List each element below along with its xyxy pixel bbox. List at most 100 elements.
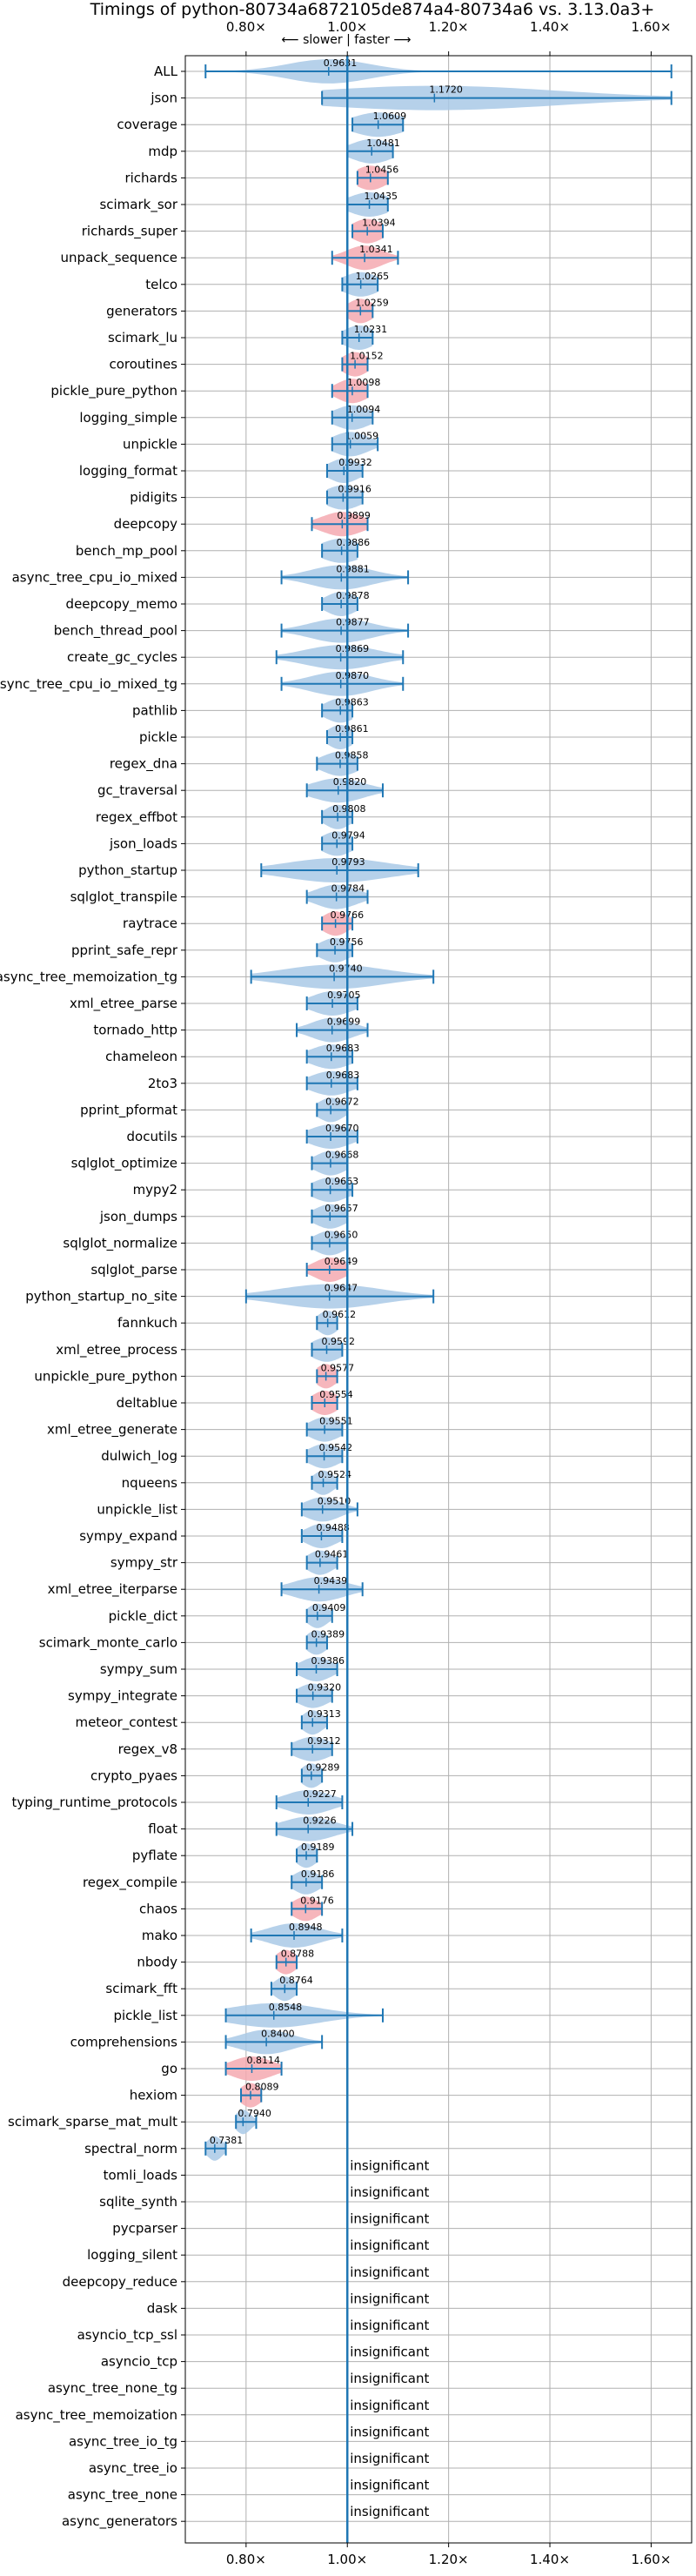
value-label: 1.0456 xyxy=(365,164,399,175)
benchmark-label: ALL xyxy=(154,64,178,79)
value-label: 0.9386 xyxy=(311,1655,345,1667)
value-label: 1.0231 xyxy=(354,324,388,335)
benchmark-label: bench_mp_pool xyxy=(76,543,177,560)
value-label: 1.0394 xyxy=(362,218,396,229)
value-label: 0.9313 xyxy=(307,1708,341,1720)
value-label: 0.9863 xyxy=(335,696,369,708)
value-label: 0.9312 xyxy=(307,1735,341,1747)
benchmark-label: raytrace xyxy=(123,916,177,931)
benchmark-label: async_tree_none xyxy=(68,2487,177,2504)
value-label: 0.8764 xyxy=(279,1975,313,1986)
benchmark-label: regex_effbot xyxy=(96,809,177,826)
benchmark-label: async_tree_io xyxy=(89,2460,177,2477)
value-label: 0.8089 xyxy=(245,2082,279,2093)
benchmark-label: meteor_contest xyxy=(75,1714,177,1731)
value-label: 0.8548 xyxy=(269,2002,303,2013)
benchmark-label: xml_etree_iterparse xyxy=(48,1581,177,1598)
benchmark-label: async_tree_cpu_io_mixed_tg xyxy=(0,676,177,693)
value-label: 0.9577 xyxy=(321,1362,355,1373)
benchmark-label: scimark_sparse_mat_mult xyxy=(8,2114,177,2130)
benchmark-label: hexiom xyxy=(130,2088,177,2103)
benchmark-label: pickle_dict xyxy=(109,1608,177,1625)
chart-title: Timings of python-80734a6872105de874a4-8… xyxy=(90,0,655,19)
benchmark-label: pyflate xyxy=(132,1848,177,1863)
benchmark-label: logging_format xyxy=(79,463,177,480)
value-label: 1.0265 xyxy=(356,271,390,282)
benchmark-label: scimark_sor xyxy=(99,197,177,213)
value-label: 0.9668 xyxy=(325,1150,359,1161)
value-label: 0.8788 xyxy=(281,1949,315,1960)
x-tick-label-bottom: 1.20× xyxy=(429,2552,469,2567)
benchmark-label: coroutines xyxy=(109,357,177,372)
x-tick-label-top: 0.80× xyxy=(226,19,266,35)
benchmark-label: regex_v8 xyxy=(118,1741,177,1758)
benchmark-label: mypy2 xyxy=(133,1182,177,1197)
benchmark-label: async_tree_memoization xyxy=(16,2407,177,2424)
value-label: 0.9740 xyxy=(329,963,363,974)
value-label: 1.0609 xyxy=(373,111,407,122)
value-label: 0.9663 xyxy=(325,1176,359,1187)
value-label: 0.9524 xyxy=(318,1469,352,1480)
benchmark-label: go xyxy=(161,2061,177,2076)
insignificant-label: insignificant xyxy=(350,2211,429,2227)
insignificant-label: insignificant xyxy=(350,2184,429,2200)
value-label: 1.0435 xyxy=(365,191,398,202)
benchmark-label: asyncio_tcp_ssl xyxy=(77,2327,177,2344)
benchmark-label: nbody xyxy=(137,1955,177,1970)
benchmark-label: deepcopy xyxy=(114,516,177,532)
benchmark-label: 2to3 xyxy=(148,1076,177,1091)
benchmark-label: chameleon xyxy=(105,1049,177,1064)
value-label: 1.0094 xyxy=(347,404,381,415)
value-label: 0.9461 xyxy=(315,1549,349,1560)
benchmark-label: tomli_loads xyxy=(104,2167,178,2184)
benchmark-label: logging_silent xyxy=(87,2247,177,2264)
benchmark-label: unpack_sequence xyxy=(61,250,177,266)
value-label: 0.9869 xyxy=(336,643,370,654)
value-label: 0.9878 xyxy=(336,590,370,601)
benchmark-label: sqlglot_transpile xyxy=(70,889,177,906)
value-label: 0.9916 xyxy=(338,484,371,495)
insignificant-label: insignificant xyxy=(350,2478,429,2493)
benchmark-label: dulwich_log xyxy=(101,1448,177,1465)
benchmark-label: pprint_pformat xyxy=(80,1102,177,1118)
benchmark-label: create_gc_cycles xyxy=(67,649,177,666)
value-label: 0.9705 xyxy=(327,989,361,1001)
benchmark-label: async_tree_none_tg xyxy=(48,2380,177,2397)
axis-layer: 0.80× 0.80× 1.00× 1.00× 1.20× 1.20× 1.40× 1.40×… xyxy=(181,19,693,2567)
insignificant-label: insignificant xyxy=(350,2451,429,2466)
value-label: 0.9650 xyxy=(325,1229,358,1240)
benchmark-label: unpickle_pure_python xyxy=(34,1368,177,1385)
value-label: 0.9439 xyxy=(314,1575,348,1587)
value-label: 0.7381 xyxy=(210,2135,244,2146)
benchmark-label: deepcopy_reduce xyxy=(63,2274,177,2291)
value-label: 1.0152 xyxy=(350,351,384,362)
value-label: 1.0098 xyxy=(347,377,381,388)
insignificant-label: insignificant xyxy=(350,2398,429,2413)
value-label: 1.0059 xyxy=(345,430,379,441)
benchmark-label: crypto_pyaes xyxy=(90,1768,177,1784)
x-tick-label-top: 1.20× xyxy=(429,19,469,35)
benchmark-label: unpickle xyxy=(123,436,177,452)
benchmark-label: json_loads xyxy=(109,835,177,852)
benchmark-label: bench_thread_pool xyxy=(54,623,177,640)
value-label: 1.1720 xyxy=(429,84,463,96)
benchmark-label: scimark_lu xyxy=(108,330,177,346)
benchmark-label: chaos xyxy=(139,1901,177,1916)
value-label: 0.9932 xyxy=(338,457,372,468)
benchmark-label: mako xyxy=(142,1928,177,1943)
benchmark-label: async_tree_io_tg xyxy=(69,2433,177,2450)
benchmark-label: sympy_expand xyxy=(79,1528,177,1545)
benchmark-label: dask xyxy=(147,2300,178,2316)
benchmark-label: scimark_fft xyxy=(105,1981,177,1997)
benchmark-label: regex_compile xyxy=(83,1875,177,1891)
value-label: 1.0341 xyxy=(359,244,393,255)
value-label: 0.9189 xyxy=(301,1841,335,1853)
value-label: 0.9649 xyxy=(325,1256,358,1267)
benchmark-label: xml_etree_generate xyxy=(47,1422,177,1439)
benchmark-label: gc_traversal xyxy=(97,782,177,799)
value-label: 0.9612 xyxy=(323,1309,357,1320)
benchmark-label: sympy_str xyxy=(110,1555,178,1572)
benchmark-label: deltablue xyxy=(117,1395,177,1411)
benchmark-label: sympy_sum xyxy=(100,1661,177,1678)
benchmark-label: docutils xyxy=(127,1129,178,1144)
